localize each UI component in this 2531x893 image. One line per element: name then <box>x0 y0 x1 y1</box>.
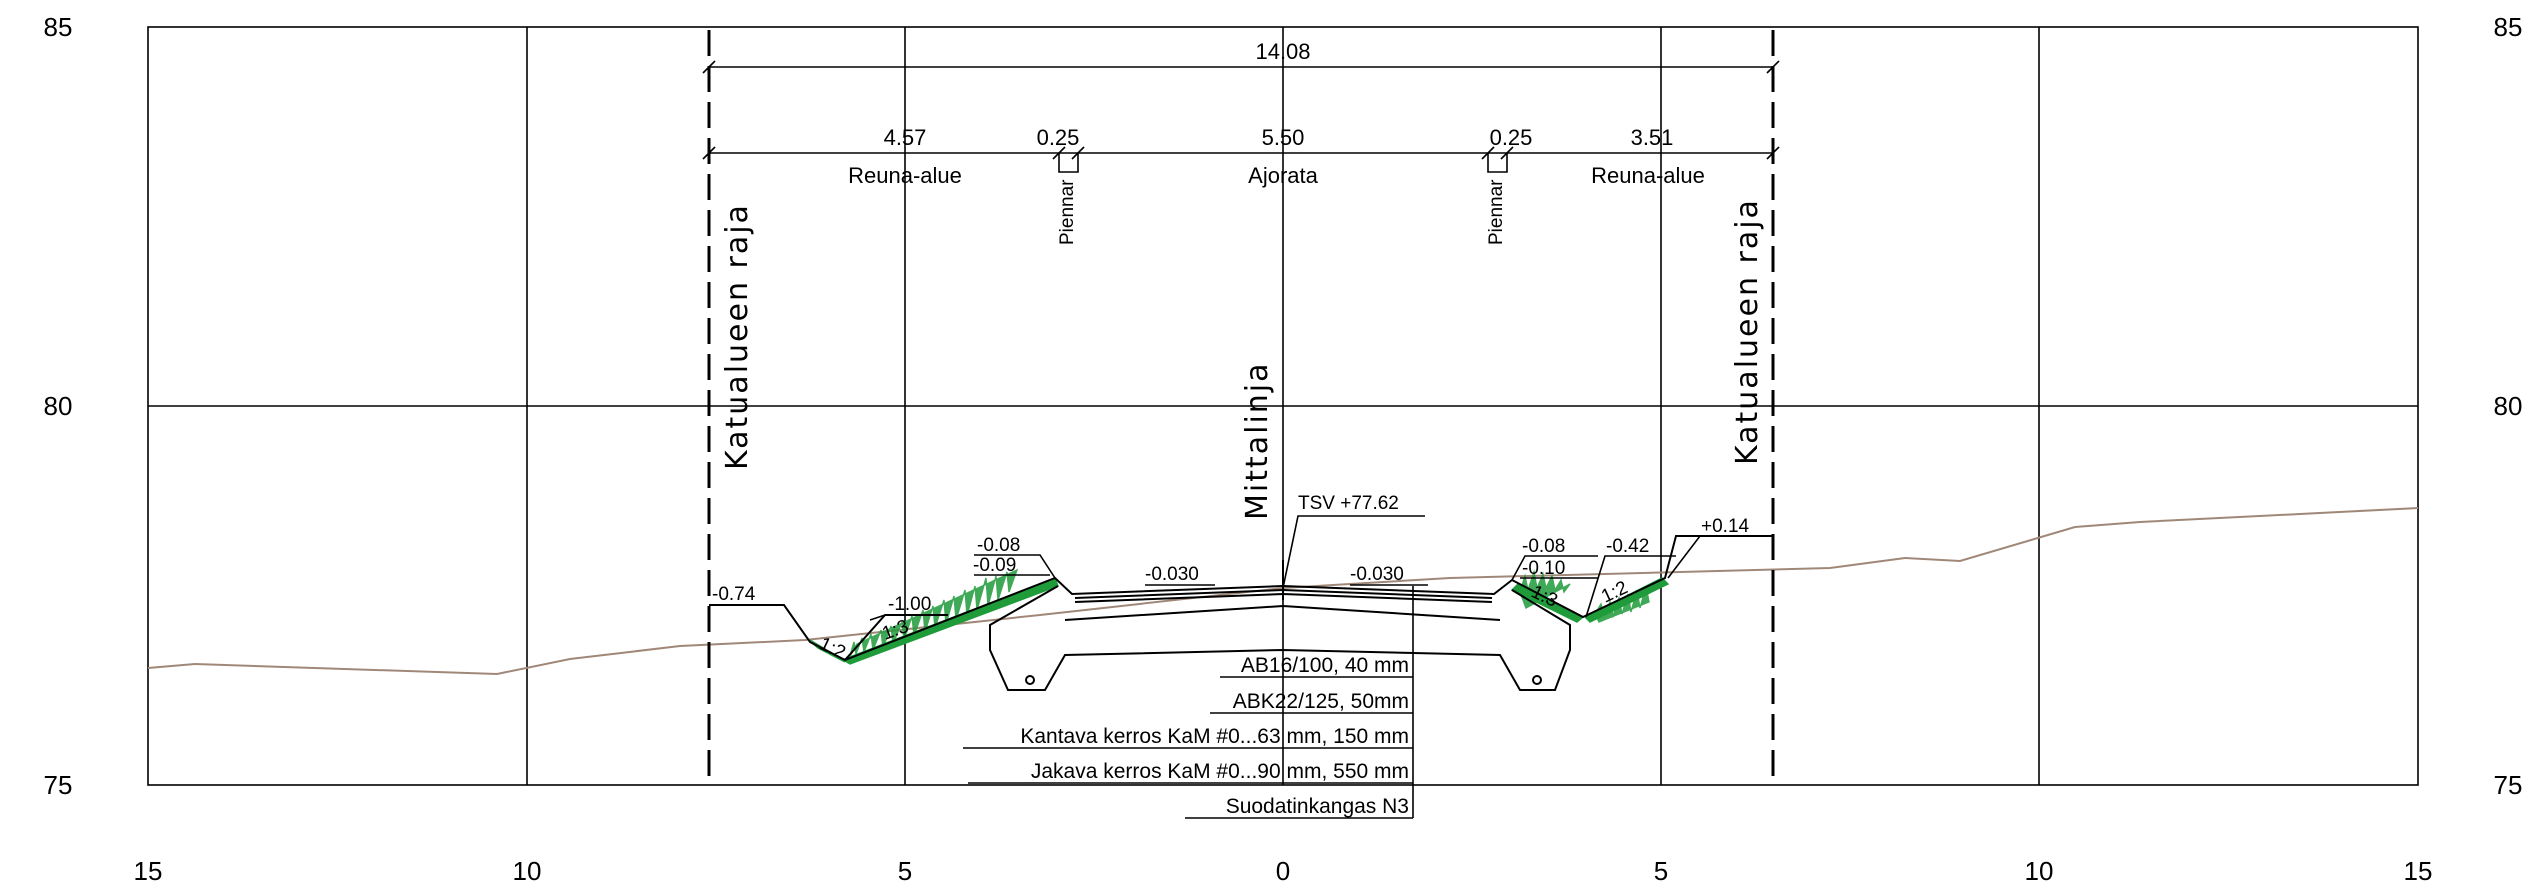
layer-labels: AB16/100, 40 mm ABK22/125, 50mm Kantava … <box>1020 654 1409 818</box>
y-tick-label: 80 <box>44 391 73 421</box>
elevation-labels: TSV +77.62 -0.74 -1.00 -0.08 -0.09 -0.08… <box>712 493 1750 615</box>
x-tick-label: 0 <box>1276 856 1290 886</box>
y-tick-label: 85 <box>44 12 73 42</box>
shoulder-right-label: Piennar <box>1486 179 1507 245</box>
left-drain-pipe <box>1025 675 1035 685</box>
region-labels: Reuna-alue Ajorata Reuna-alue Piennar Pi… <box>848 163 1705 245</box>
dim-edge-right: 3.51 <box>1631 125 1674 150</box>
leader-right-top1 <box>1511 555 1598 581</box>
right-boundary-label: Katualueen raja <box>1730 198 1765 465</box>
dimension-tick <box>1766 146 1780 160</box>
dimension-tick <box>702 146 716 160</box>
x-tick-label: 15 <box>134 856 163 886</box>
crossfall-right: -0.030 <box>1350 564 1404 585</box>
layer-label: Kantava kerros KaM #0...63 mm, 150 mm <box>1020 725 1409 748</box>
dimension-tick <box>1766 60 1780 74</box>
shoulder-left-label: Piennar <box>1057 179 1078 245</box>
dim-shoulder-left: 0.25 <box>1037 125 1080 150</box>
layer-label: AB16/100, 40 mm <box>1241 654 1409 677</box>
structure-outline <box>989 585 1571 691</box>
layer-label: Jakava kerros KaM #0...90 mm, 550 mm <box>1031 760 1409 783</box>
y-tick-label: 75 <box>2494 770 2523 800</box>
layer-label: ABK22/125, 50mm <box>1233 690 1409 713</box>
crossfall-left: -0.030 <box>1145 564 1199 585</box>
dim-carriageway: 5.50 <box>1262 125 1305 150</box>
y-tick-label: 80 <box>2494 391 2523 421</box>
existing-ground-line <box>147 507 2419 676</box>
right-inner-grass-blades <box>1519 569 1571 610</box>
left-inner-profile <box>844 576 1284 661</box>
leader-left-ditch <box>869 614 948 621</box>
leader-right-ditch <box>1585 555 1676 618</box>
x-tick-label: 10 <box>2025 856 2054 886</box>
tsv-label: TSV +77.62 <box>1298 493 1399 514</box>
elev-left-outer: -0.74 <box>712 584 756 605</box>
y-tick-label: 75 <box>44 770 73 800</box>
dim-edge-left: 4.57 <box>884 125 927 150</box>
region-edge-right: Reuna-alue <box>1591 163 1705 188</box>
right-outer-grass-blades <box>1594 585 1650 623</box>
shoulder-left-bracket <box>1058 153 1079 173</box>
right-drain-pipe <box>1532 675 1542 685</box>
right-profile <box>1282 535 1773 619</box>
region-edge-left: Reuna-alue <box>848 163 962 188</box>
x-tick-label: 5 <box>1654 856 1668 886</box>
layer-label: Suodatinkangas N3 <box>1226 795 1409 818</box>
elev-right-top2: -0.10 <box>1522 558 1565 579</box>
dimension-lines <box>702 60 1780 173</box>
y-axis-labels-left: 85 80 75 <box>44 12 73 800</box>
design-profile <box>709 535 1773 691</box>
tsv-leader <box>1282 515 1425 589</box>
elevation-leaders <box>709 515 1773 621</box>
street-boundaries <box>707 30 1775 785</box>
layer-leaders <box>963 586 1414 819</box>
centerline-label: Mittalinja <box>1240 361 1275 520</box>
bearing-layer-line <box>1064 604 1501 621</box>
y-axis-labels-right: 85 80 75 <box>2494 12 2523 800</box>
elev-left-top1: -0.08 <box>977 535 1020 556</box>
left-grass-blades <box>849 568 1019 657</box>
left-boundary-label: Katualueen raja <box>720 203 755 470</box>
x-tick-label: 15 <box>2404 856 2433 886</box>
x-tick-label: 10 <box>513 856 542 886</box>
region-carriageway: Ajorata <box>1248 163 1318 188</box>
y-tick-label: 85 <box>2494 12 2523 42</box>
dimension-tick <box>702 60 716 74</box>
leader-right-outer <box>1667 535 1773 579</box>
elev-right-outer: +0.14 <box>1701 516 1750 537</box>
shoulder-right-bracket <box>1487 153 1508 173</box>
elev-left-top2: -0.09 <box>973 555 1016 576</box>
elev-left-ditch: -1.00 <box>888 594 931 615</box>
x-tick-label: 5 <box>898 856 912 886</box>
elev-right-ditch: -0.42 <box>1606 536 1649 557</box>
x-axis-labels: 15 10 5 0 5 10 15 <box>134 856 2433 886</box>
dim-total: 14.08 <box>1255 39 1310 64</box>
dimension-values: 14.08 4.57 0.25 5.50 0.25 3.51 <box>884 39 1674 150</box>
leader-left-top1 <box>974 554 1056 579</box>
elev-right-top1: -0.08 <box>1522 536 1565 557</box>
boundary-labels: Katualueen raja Katualueen raja Mittalin… <box>720 198 1765 520</box>
dim-shoulder-right: 0.25 <box>1490 125 1533 150</box>
